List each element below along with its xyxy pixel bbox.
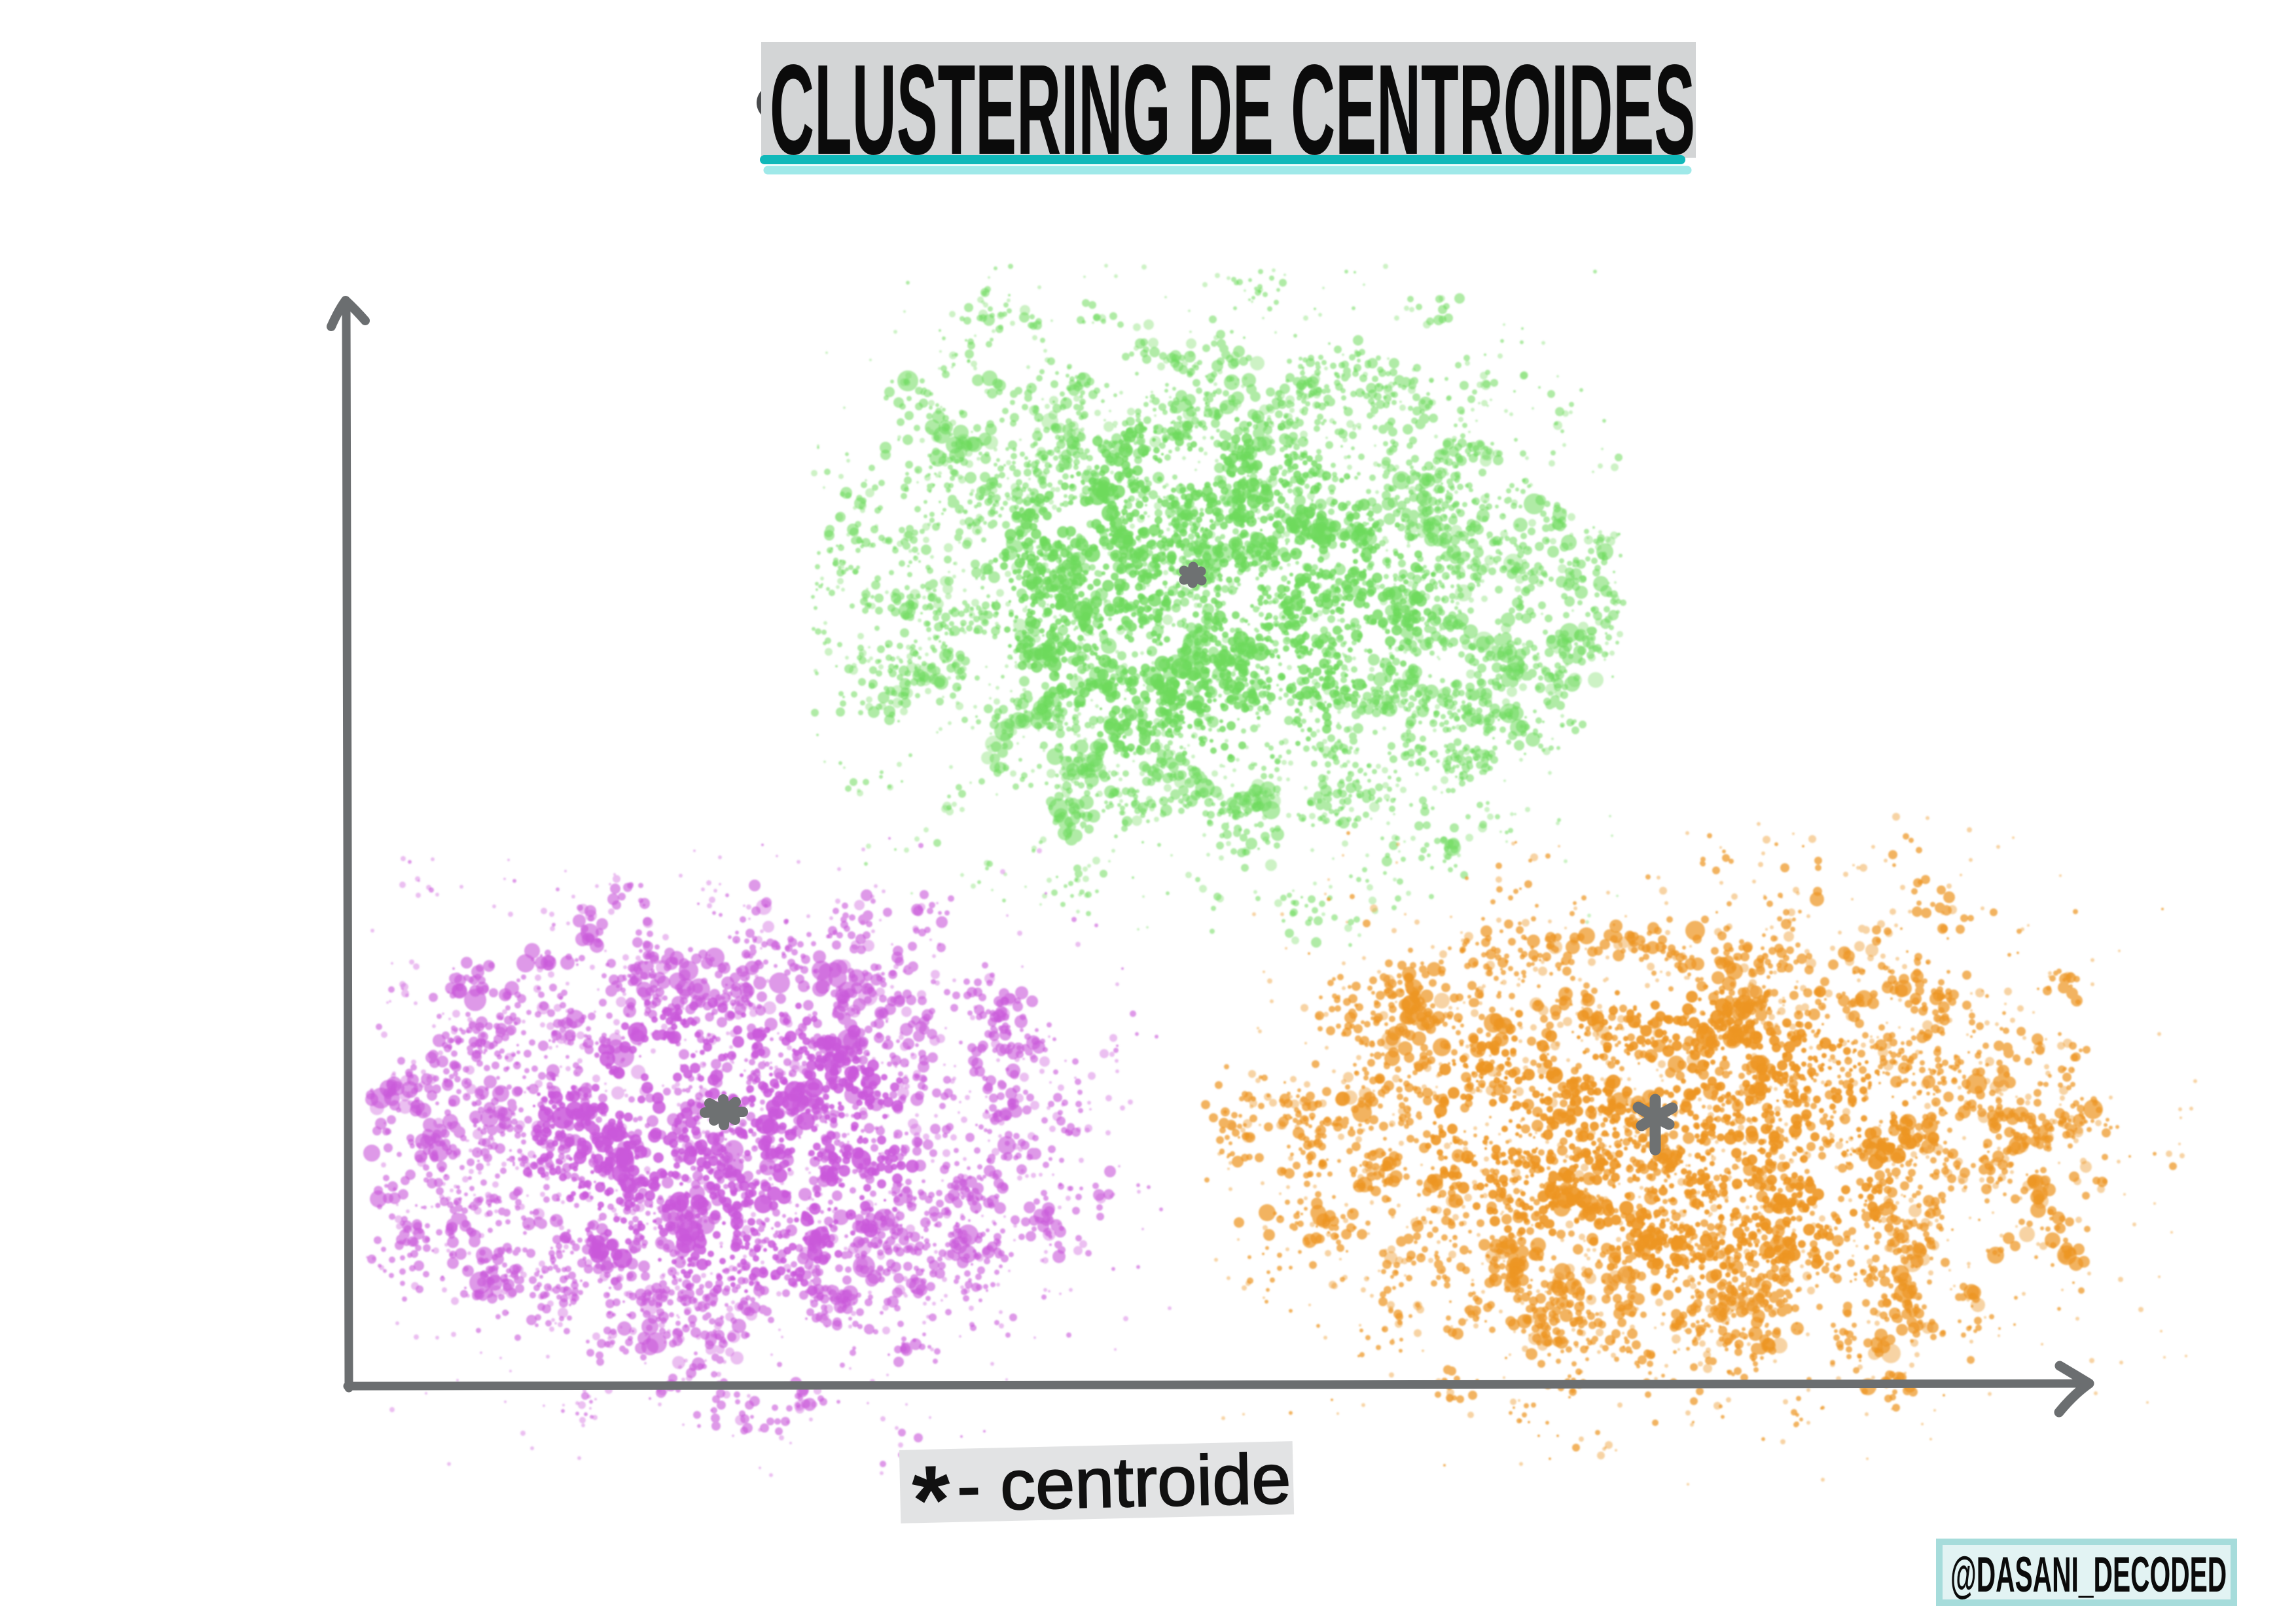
svg-text:CLUSTERING DE CENTROIDES: CLUSTERING DE CENTROIDES bbox=[770, 38, 1695, 181]
svg-text:- centroide: - centroide bbox=[956, 1438, 1292, 1525]
svg-text:@DASANI_DECODED: @DASANI_DECODED bbox=[1950, 1546, 2227, 1602]
svg-text:*: * bbox=[911, 1444, 952, 1555]
